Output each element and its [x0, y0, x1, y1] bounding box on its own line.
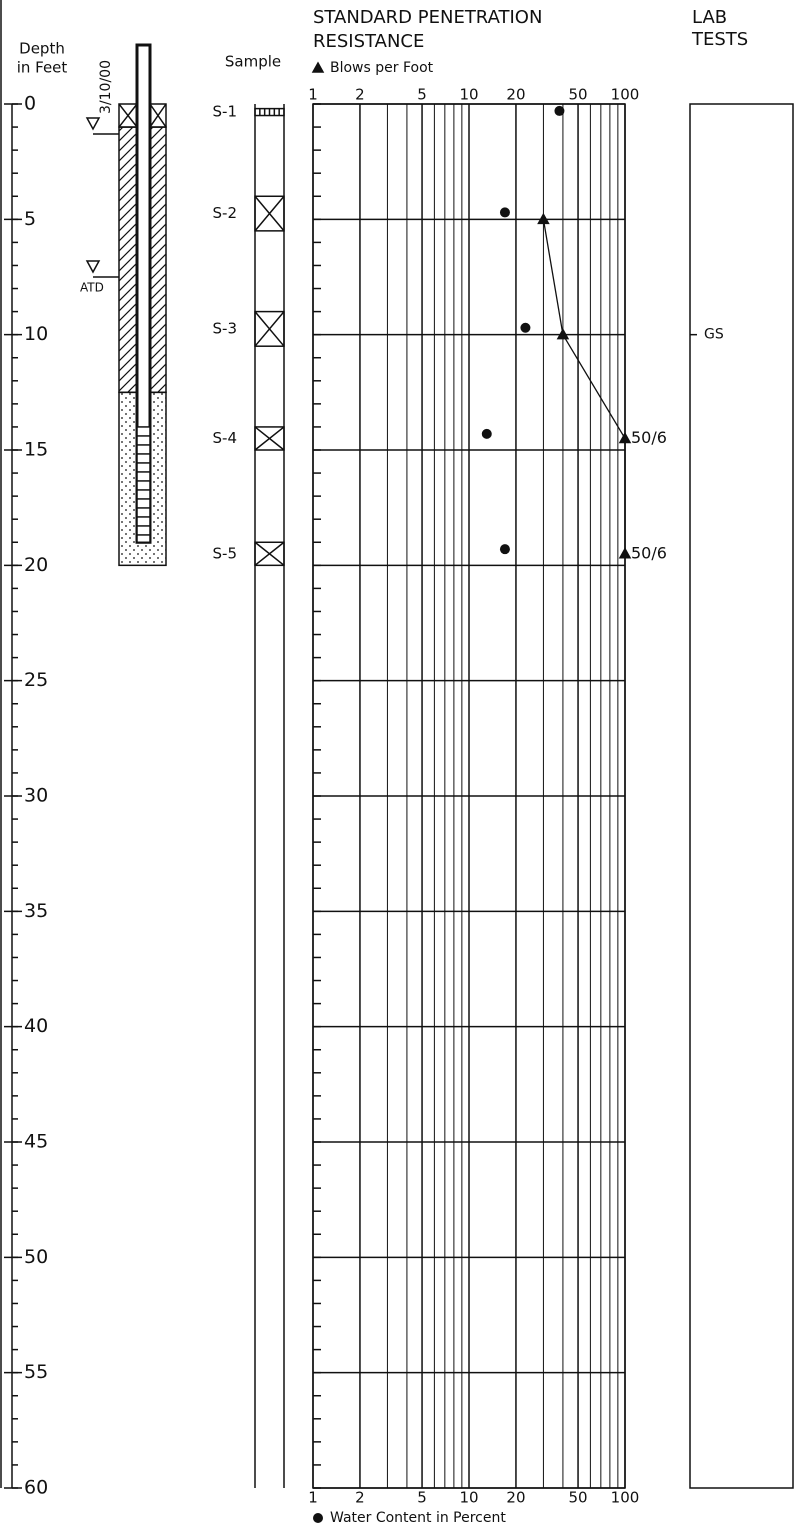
sample-label: S-5 — [213, 544, 237, 562]
circle-marker — [482, 429, 492, 439]
triangle-marker — [620, 433, 630, 442]
depth-tick-label: 45 — [24, 1131, 48, 1153]
legend-label: Water Content in Percent — [330, 1510, 506, 1526]
sample-x — [255, 542, 284, 565]
boring-log: Depth in Feet Sample STANDARD PENETRATIO… — [0, 0, 796, 1532]
x-tick-label: 20 — [506, 86, 525, 104]
level-label: ATD — [80, 281, 104, 295]
sample-x — [255, 312, 284, 347]
x-tick-label: 50 — [568, 86, 587, 104]
plot-layer: 0510152025303540455055601122551010202050… — [4, 45, 793, 1526]
legend-marker — [313, 1513, 323, 1523]
depth-tick-label: 55 — [24, 1361, 48, 1383]
x-tick-label: 5 — [417, 1489, 427, 1507]
x-tick-label: 2 — [355, 86, 365, 104]
x-tick-label: 100 — [611, 86, 640, 104]
lab-header: LAB — [692, 7, 727, 28]
depth-tick-label: 0 — [24, 93, 36, 115]
depth-tick-label: 50 — [24, 1246, 48, 1268]
circle-marker — [500, 207, 510, 217]
value-label: 50/6 — [631, 543, 667, 562]
depth-header: Depth — [19, 40, 65, 58]
water-level — [87, 118, 119, 134]
sample-label: S-1 — [213, 103, 237, 121]
sample-x — [255, 196, 284, 231]
depth-tick-label: 10 — [24, 323, 48, 345]
x-tick-label: 1 — [308, 1489, 318, 1507]
sample-label: S-3 — [213, 319, 237, 337]
depth-tick-label: 30 — [24, 785, 48, 807]
depth-tick-label: 25 — [24, 669, 48, 691]
lab-label: GS — [704, 327, 724, 343]
sample-label: S-2 — [213, 204, 237, 222]
x-tick-label: 5 — [417, 86, 427, 104]
value-label: 50/6 — [631, 428, 667, 447]
circle-marker — [520, 323, 530, 333]
sample-x — [255, 427, 284, 450]
depth-tick-label: 20 — [24, 554, 48, 576]
legend-marker — [313, 63, 323, 72]
x-tick-label: 10 — [459, 86, 478, 104]
circle-marker — [500, 544, 510, 554]
x-tick-label: 2 — [355, 1489, 365, 1507]
spt-line — [543, 219, 625, 553]
triangle-marker — [620, 549, 630, 558]
spt-title: RESISTANCE — [313, 31, 424, 52]
x-tick-label: 10 — [459, 1489, 478, 1507]
spt-title: STANDARD PENETRATION — [313, 7, 542, 28]
sample-label: S-4 — [213, 429, 237, 447]
x-tick-label: 100 — [611, 1489, 640, 1507]
circle-marker — [554, 106, 564, 116]
depth-tick-label: 35 — [24, 900, 48, 922]
depth-tick-label: 15 — [24, 439, 48, 461]
depth-tick-label: 40 — [24, 1015, 48, 1037]
x-tick-label: 20 — [506, 1489, 525, 1507]
depth-units: in Feet — [17, 59, 68, 77]
x-tick-label: 50 — [568, 1489, 587, 1507]
lab-frame — [690, 104, 793, 1488]
x-tick-label: 1 — [308, 86, 318, 104]
depth-tick-label: 5 — [24, 208, 36, 230]
depth-tick-label: 60 — [24, 1477, 48, 1499]
lab-header: TESTS — [691, 29, 748, 50]
sample-header: Sample — [225, 53, 281, 71]
legend-label: Blows per Foot — [330, 60, 434, 76]
level-label: 3/10/00 — [98, 60, 114, 114]
water-level — [87, 261, 119, 277]
